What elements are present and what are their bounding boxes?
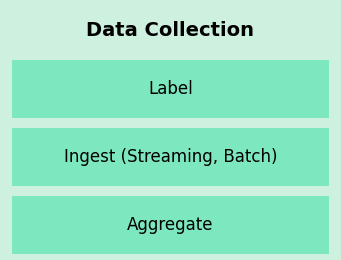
Text: Data Collection: Data Collection — [87, 21, 254, 40]
FancyBboxPatch shape — [12, 196, 329, 254]
Text: Label: Label — [148, 80, 193, 98]
FancyBboxPatch shape — [12, 60, 329, 118]
Text: Ingest (Streaming, Batch): Ingest (Streaming, Batch) — [64, 148, 277, 166]
Text: Aggregate: Aggregate — [127, 216, 214, 234]
FancyBboxPatch shape — [12, 128, 329, 186]
